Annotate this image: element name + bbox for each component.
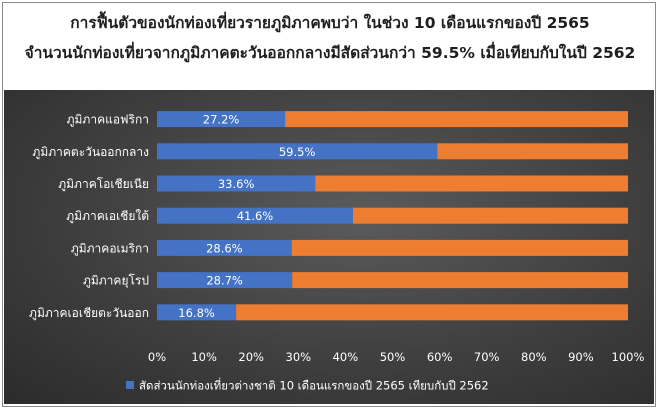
category-label: ภูมิภาคเอเชียตะวันออก bbox=[29, 306, 149, 321]
bar-share bbox=[157, 143, 438, 160]
legend-swatch bbox=[126, 381, 134, 389]
x-tick-label: 70% bbox=[474, 350, 500, 364]
x-tick-label: 90% bbox=[568, 350, 594, 364]
x-tick-label: 20% bbox=[238, 350, 264, 364]
x-tick-label: 10% bbox=[191, 350, 217, 364]
data-label: 33.6% bbox=[218, 177, 255, 191]
bar-share bbox=[157, 304, 237, 321]
x-tick-label: 0% bbox=[148, 350, 166, 364]
x-tick-label: 30% bbox=[286, 350, 312, 364]
chart-subtitle: จำนวนนักท่องเที่ยวจากภูมิภาคตะวันออกกลาง… bbox=[24, 44, 636, 62]
chart-title: การฟื้นตัวของนักท่องเที่ยวรายภูมิภาคพบว่… bbox=[70, 14, 590, 32]
bar-remainder bbox=[292, 272, 628, 289]
category-label: ภูมิภาคโอเชียเนีย bbox=[58, 177, 149, 192]
bar-remainder bbox=[352, 207, 628, 224]
bar-share bbox=[157, 272, 293, 289]
bar-remainder bbox=[437, 143, 628, 160]
x-tick-label: 80% bbox=[521, 350, 547, 364]
bar-remainder bbox=[315, 175, 628, 192]
data-label: 28.7% bbox=[206, 274, 243, 288]
category-label: ภูมิภาคอเมริกา bbox=[71, 241, 149, 256]
category-label: ภูมิภาคยุโรป bbox=[83, 274, 149, 289]
x-tick-label: 40% bbox=[333, 350, 359, 364]
bar-remainder bbox=[291, 239, 628, 256]
bar-share bbox=[157, 175, 316, 192]
category-label: ภูมิภาคแอฟริกา bbox=[67, 113, 149, 128]
data-label: 27.2% bbox=[203, 113, 240, 127]
x-tick-label: 50% bbox=[380, 350, 406, 364]
bar-share bbox=[157, 239, 292, 256]
bar-share bbox=[157, 207, 353, 224]
data-label: 16.8% bbox=[178, 306, 215, 320]
x-tick-label: 60% bbox=[427, 350, 453, 364]
bar-remainder bbox=[285, 111, 628, 128]
category-label: ภูมิภาคเอเชียใต้ bbox=[66, 209, 149, 224]
legend-label: สัดส่วนนักท่องเที่ยวต่างชาติ 10 เดือนแรก… bbox=[139, 378, 489, 393]
x-tick-label: 100% bbox=[612, 350, 645, 364]
bar-remainder bbox=[236, 304, 629, 321]
category-label: ภูมิภาคตะวันออกกลาง bbox=[32, 145, 149, 160]
data-label: 41.6% bbox=[237, 209, 274, 223]
bar-share bbox=[157, 111, 286, 128]
data-label: 28.6% bbox=[206, 241, 243, 255]
data-label: 59.5% bbox=[279, 145, 316, 159]
